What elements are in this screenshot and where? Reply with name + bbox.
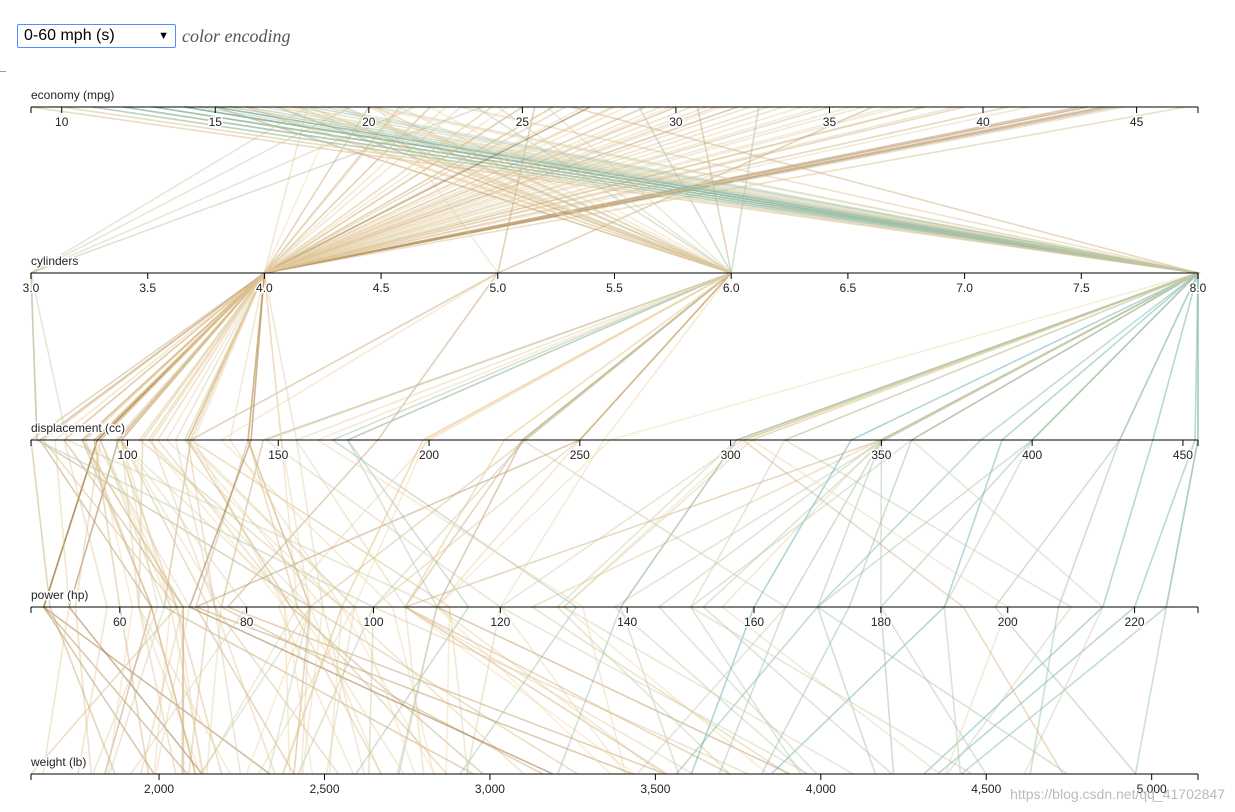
tick-label: 10 (55, 115, 69, 129)
tick-label: 80 (240, 615, 254, 629)
axis[interactable]: power (hp) 60 80 100 120 140 160 180 200 220 (30, 587, 1199, 631)
tick-label: 200 (419, 448, 439, 462)
axis[interactable]: weight (lb) 2,000 2,500 3,000 3,500 4,000 4,50… (29, 754, 1199, 798)
tick-label: 40 (976, 115, 990, 129)
tick-label: 5.0 (489, 281, 506, 295)
chevron-down-icon: ▼ (158, 30, 169, 42)
tick-label: 180 (871, 615, 891, 629)
tick-label: 140 (617, 615, 637, 629)
tick-label: 6.0 (723, 281, 740, 295)
tick-label: 120 (490, 615, 510, 629)
tick-label: 220 (1125, 615, 1145, 629)
axis-title: power (hp) (31, 588, 88, 602)
tick-label: 35 (823, 115, 837, 129)
axis[interactable]: displacement (cc) 100 150 200 250 300 350 400 45… (30, 420, 1199, 464)
tick-label: 30 (669, 115, 683, 129)
tick-label: 4.5 (373, 281, 390, 295)
tick-label: 250 (570, 448, 590, 462)
encoding-controls: 0-60 mph (s) ▼ color encoding (17, 24, 290, 48)
tick-label: 4,500 (971, 782, 1001, 796)
tick-label: 2,000 (144, 782, 174, 796)
tick-label: 3,000 (475, 782, 505, 796)
axis-title: weight (lb) (30, 755, 86, 769)
tick-label: 160 (744, 615, 764, 629)
tick-label: 8.0 (1190, 281, 1207, 295)
axis[interactable]: economy (mpg) 10 15 20 25 30 35 40 45 (30, 87, 1199, 131)
color-encoding-select[interactable]: 0-60 mph (s) ▼ (17, 24, 176, 48)
axes-layer: economy (mpg) 10 15 20 25 30 35 40 45 cylinders 3.… (21, 87, 1208, 798)
tick-label: 3.5 (139, 281, 156, 295)
divider (0, 71, 6, 72)
tick-label: 7.0 (956, 281, 973, 295)
tick-label: 200 (998, 615, 1018, 629)
tick-label: 4.0 (256, 281, 273, 295)
axis[interactable]: cylinders 3.0 3.5 4.0 4.5 5.0 5.5 6.0 6.5 7.0 7.5 8… (21, 253, 1208, 297)
tick-label: 20 (362, 115, 376, 129)
tick-label: 25 (516, 115, 530, 129)
watermark-text: https://blog.csdn.net/qq_41702847 (1010, 786, 1225, 802)
axis-title: economy (mpg) (31, 88, 114, 102)
tick-label: 3.0 (23, 281, 40, 295)
axis-title: displacement (cc) (31, 421, 125, 435)
tick-label: 300 (721, 448, 741, 462)
tick-label: 3,500 (640, 782, 670, 796)
tick-label: 5,000 (1137, 782, 1167, 796)
axis-title: cylinders (31, 254, 78, 268)
tick-label: 7.5 (1073, 281, 1090, 295)
tick-label: 45 (1130, 115, 1144, 129)
tick-label: 4,000 (806, 782, 836, 796)
tick-label: 400 (1022, 448, 1042, 462)
tick-label: 2,500 (309, 782, 339, 796)
tick-label: 15 (209, 115, 223, 129)
tick-label: 350 (871, 448, 891, 462)
tick-label: 450 (1173, 448, 1193, 462)
tick-label: 150 (268, 448, 288, 462)
color-encoding-select-value: 0-60 mph (s) (24, 27, 115, 44)
tick-label: 6.5 (840, 281, 857, 295)
color-encoding-label: color encoding (182, 25, 291, 46)
tick-label: 100 (363, 615, 383, 629)
tick-label: 100 (117, 448, 137, 462)
tick-label: 60 (113, 615, 127, 629)
tick-label: 5.5 (606, 281, 623, 295)
